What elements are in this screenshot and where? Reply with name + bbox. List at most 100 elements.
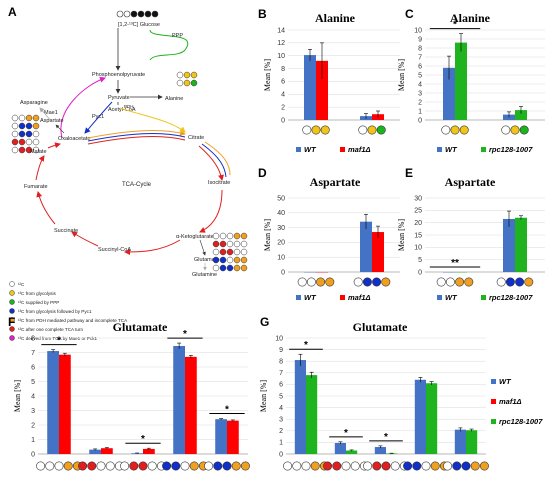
legend-swatch [340,147,345,152]
chart-d: D Aspartate 0 10 20 30 40 50 Mean [%] WT maf1Δ [258,166,400,302]
isotopologue-carbon [162,461,172,471]
chart-title: Alanine [450,11,491,25]
y-tick-label: 4 [281,92,285,99]
met-aspartate: Aspartate [40,118,64,124]
isotopologue-carbon [222,461,232,471]
isotopologue-carbon [443,461,453,471]
y-tick-label: 1 [31,437,35,444]
significance-star: * [453,20,457,31]
key-glycolysis: ¹³C from glycolysis [18,291,56,296]
legend-swatch [491,379,496,384]
y-tick-label: 3 [279,417,283,424]
y-tick-label: 9 [418,36,422,43]
key-pdh: ¹³C from PDH mediated pathway and incomp… [18,318,128,323]
isotopologue-carbon [505,277,515,287]
isotopologue-carbon [450,125,460,135]
bar [143,448,155,454]
bar [426,383,438,454]
isotopologue-carbon [240,461,250,471]
y-tick-label: 7 [279,370,283,377]
bar [503,218,515,272]
significance-star: * [225,404,229,415]
bar [89,449,101,454]
legend-swatch [340,295,345,300]
isotopologue-carbon [105,461,115,471]
panel-a-pathway: A [1,2-¹³C] Glucose PPP Phosphoenolpyruv… [8,5,248,341]
isotopologue-carbon [367,125,377,135]
bar [185,356,197,454]
isotopologue-carbon [452,461,462,471]
bar [374,447,386,454]
isotopologue-carbon [147,461,157,471]
y-tick-label: 8 [281,66,285,73]
y-tick-label: 3 [418,90,422,97]
isotopologue-carbon [390,461,400,471]
met-fumarate: Fumarate [24,184,48,190]
y-tick-label: 0 [31,451,35,458]
isotopologue-carbon [515,277,525,287]
y-tick-label: 30 [414,195,422,202]
isotopologue-carbon [316,277,326,287]
isotopologue-carbon [231,461,241,471]
isotopologue-carbon [441,125,451,135]
bar [515,110,527,120]
legend-label: rpc128-1007 [489,145,533,154]
significance-star: * [304,340,308,351]
legend-label: maf1Δ [499,397,522,406]
panel-a-letter: A [8,5,17,19]
tca-label: TCA-Cycle [122,182,152,188]
y-tick-label: 0 [281,117,285,124]
bar [131,453,143,454]
y-tick-label: 8 [418,45,422,52]
met-citrate: Citrate [188,135,204,141]
isotopologue-carbon [445,277,455,287]
chart-title: Aspartate [445,175,496,189]
key-tca: ¹³C after one complete TCA turn [18,327,83,332]
y-axis-label: Mean [%] [397,219,406,252]
bar [454,429,466,454]
isotopologue-carbon [320,125,330,135]
legend-label: WT [445,145,458,154]
isotopologue-carbon [464,277,474,287]
isotopologue-carbon [363,461,373,471]
legend-label: WT [304,145,317,154]
y-tick-label: 6 [279,382,283,389]
significance-star: * [141,434,145,445]
ppp-label: PPP [172,33,183,39]
y-tick-label: 2 [279,428,283,435]
y-tick-label: 9 [279,347,283,354]
isotopologue-carbon [455,277,465,287]
y-tick-label: 0 [281,269,285,276]
y-tick-label: 40 [277,210,285,217]
bar [372,232,384,272]
isotopologue-carbon [138,461,148,471]
isotopologue-carbon [372,277,382,287]
isotopologue-carbon [78,461,88,471]
y-tick-label: 10 [277,255,285,262]
key-pyc1: ¹³C from glycolysis followed by Pyc1 [18,309,92,314]
met-pyruvate: Pyruvate [108,95,130,101]
isotopologue-carbon [501,125,511,135]
met-akg: α-Ketoglutarate [176,234,214,240]
pdh-label: PDH [124,104,134,109]
met-alanine: Alanine [165,96,183,102]
isotopologue-carbon [36,461,46,471]
isotopologue-carbon [189,461,199,471]
y-tick-label: 7 [31,350,35,357]
isotopologue-carbon [381,277,391,287]
key-ppp: ¹³C supplied by PPP [18,300,59,305]
chart-e: E Aspartate 0 5 10 15 20 25 30 Mean [%] ** WT rpc128… [397,166,545,302]
bar [227,420,239,454]
isotopologue-carbon [430,461,440,471]
panel-a-key: ¹²C ¹³C from glycolysis ¹³C supplied by … [9,281,128,341]
bar [443,67,455,120]
isotopologue-carbon [323,461,333,471]
panel-letter-b: B [258,7,267,21]
legend-swatch [481,295,486,300]
isotopologue-carbon [45,461,55,471]
met-oxaloacetate: Oxaloacetate [58,136,90,142]
isotopologue-carbon [310,461,320,471]
met-succinate: Succinate [54,228,78,234]
glucose-label: [1,2-¹³C] Glucose [118,22,160,28]
isotopologue-carbon [120,461,130,471]
